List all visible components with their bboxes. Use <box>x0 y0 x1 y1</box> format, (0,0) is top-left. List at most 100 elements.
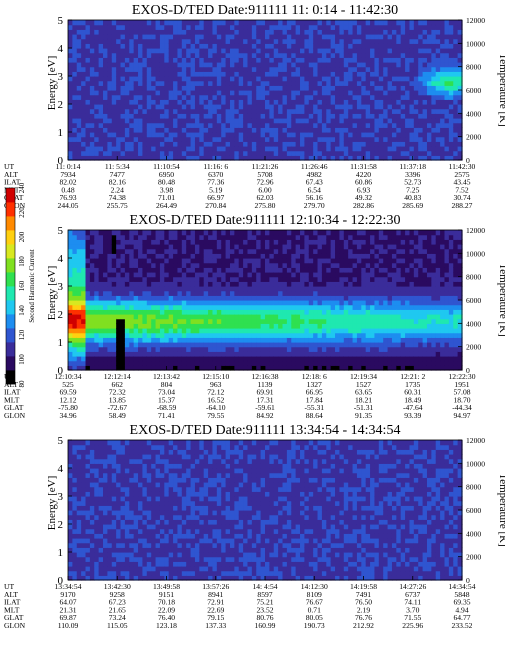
heatmap-cell <box>208 300 214 306</box>
heatmap-cell <box>243 52 249 58</box>
heatmap-cell <box>116 29 122 35</box>
heatmap-cell <box>295 290 301 296</box>
heatmap-cell <box>103 85 108 91</box>
heatmap-cell <box>326 66 332 72</box>
heatmap-cell <box>365 286 371 292</box>
heatmap-cell <box>374 90 380 96</box>
heatmap-cell <box>418 155 424 161</box>
heatmap-cell <box>225 127 231 133</box>
heatmap-cell <box>343 94 349 100</box>
heatmap-cell <box>457 104 463 110</box>
heatmap-cell <box>190 43 196 49</box>
heatmap-cell <box>238 244 244 250</box>
heatmap-cell <box>370 262 376 268</box>
heatmap-cell <box>238 309 244 315</box>
heatmap-cell <box>216 136 222 142</box>
heatmap-cell <box>76 52 82 58</box>
heatmap-cell <box>243 34 249 40</box>
heatmap-cell <box>159 351 165 357</box>
heatmap-cell <box>186 99 192 105</box>
heatmap-cell <box>286 356 292 362</box>
heatmap-cell <box>422 52 428 58</box>
heatmap-cell <box>111 146 117 152</box>
heatmap-cell <box>269 113 275 119</box>
heatmap-cell <box>453 34 459 40</box>
heatmap-cell <box>76 234 82 240</box>
heatmap-cell <box>247 66 253 72</box>
heatmap-cell <box>151 337 157 343</box>
heatmap-cell <box>308 34 314 40</box>
heatmap-cell <box>273 262 279 268</box>
heatmap-cell <box>129 337 135 343</box>
heatmap-cell <box>168 258 174 264</box>
heatmap-cell <box>330 29 336 35</box>
heatmap-cell <box>300 38 305 44</box>
heatmap-cell <box>142 276 148 282</box>
heatmap-cell <box>168 272 174 278</box>
heatmap-cell <box>265 146 270 152</box>
heatmap-cell <box>120 20 126 26</box>
heatmap-cell <box>453 146 459 152</box>
heatmap-cell <box>260 267 266 273</box>
heatmap-cell <box>361 267 367 273</box>
heatmap-cell <box>343 80 349 86</box>
heatmap-cell <box>133 272 139 278</box>
heatmap-cell <box>124 127 130 133</box>
heatmap-cell <box>356 155 362 161</box>
heatmap-cell <box>378 66 384 72</box>
heatmap-cell <box>177 104 183 110</box>
heatmap-cell <box>286 29 292 35</box>
heatmap-cell <box>221 365 227 371</box>
heatmap-cell <box>111 113 117 119</box>
heatmap-cell <box>265 90 270 96</box>
heatmap-cell <box>370 314 376 320</box>
heatmap-cell <box>448 113 454 119</box>
heatmap-cell <box>330 80 336 86</box>
heatmap-cell <box>273 342 279 348</box>
heatmap-cell <box>418 118 424 124</box>
heatmap-cell <box>243 272 249 278</box>
x-value-glon: 270.84 <box>205 201 226 210</box>
heatmap-cell <box>155 286 161 292</box>
heatmap-cell <box>308 276 314 282</box>
heatmap-cell <box>243 281 249 287</box>
heatmap-cell <box>282 360 288 366</box>
heatmap-cell <box>295 248 301 254</box>
heatmap-cell <box>89 113 95 119</box>
heatmap-cell <box>339 141 345 147</box>
heatmap-cell <box>124 20 130 26</box>
heatmap-cell <box>308 150 314 156</box>
heatmap-cell <box>238 118 244 124</box>
heatmap-cell <box>352 34 358 40</box>
heatmap-cell <box>256 118 262 124</box>
heatmap-cell <box>400 146 406 152</box>
heatmap-cell <box>146 262 152 268</box>
heatmap-cell <box>190 141 196 147</box>
heatmap-cell <box>251 318 257 324</box>
heatmap-cell <box>300 239 305 245</box>
heatmap-cell <box>335 290 341 296</box>
heatmap-cell <box>181 248 187 254</box>
heatmap-cell <box>208 48 214 54</box>
heatmap-cell <box>256 146 262 152</box>
heatmap-cell <box>317 290 323 296</box>
heatmap-cell <box>330 356 336 362</box>
heatmap-cell <box>383 136 389 142</box>
heatmap-cell <box>111 248 117 254</box>
heatmap-cell <box>203 146 209 152</box>
heatmap-cell <box>103 351 108 357</box>
heatmap-cell <box>409 104 415 110</box>
heatmap-cell <box>405 48 411 54</box>
heatmap-cell <box>234 34 240 40</box>
heatmap-cell <box>295 155 301 161</box>
heatmap-cell <box>370 94 376 100</box>
heatmap-cell <box>387 104 393 110</box>
heatmap-cell <box>203 94 209 100</box>
heatmap-cell <box>444 52 450 58</box>
heatmap-cell <box>89 141 95 147</box>
heatmap-cell <box>229 34 235 40</box>
heatmap-cell <box>247 323 253 329</box>
heatmap-cell <box>251 113 257 119</box>
heatmap-cell <box>142 230 148 236</box>
heatmap-cell <box>212 113 218 119</box>
